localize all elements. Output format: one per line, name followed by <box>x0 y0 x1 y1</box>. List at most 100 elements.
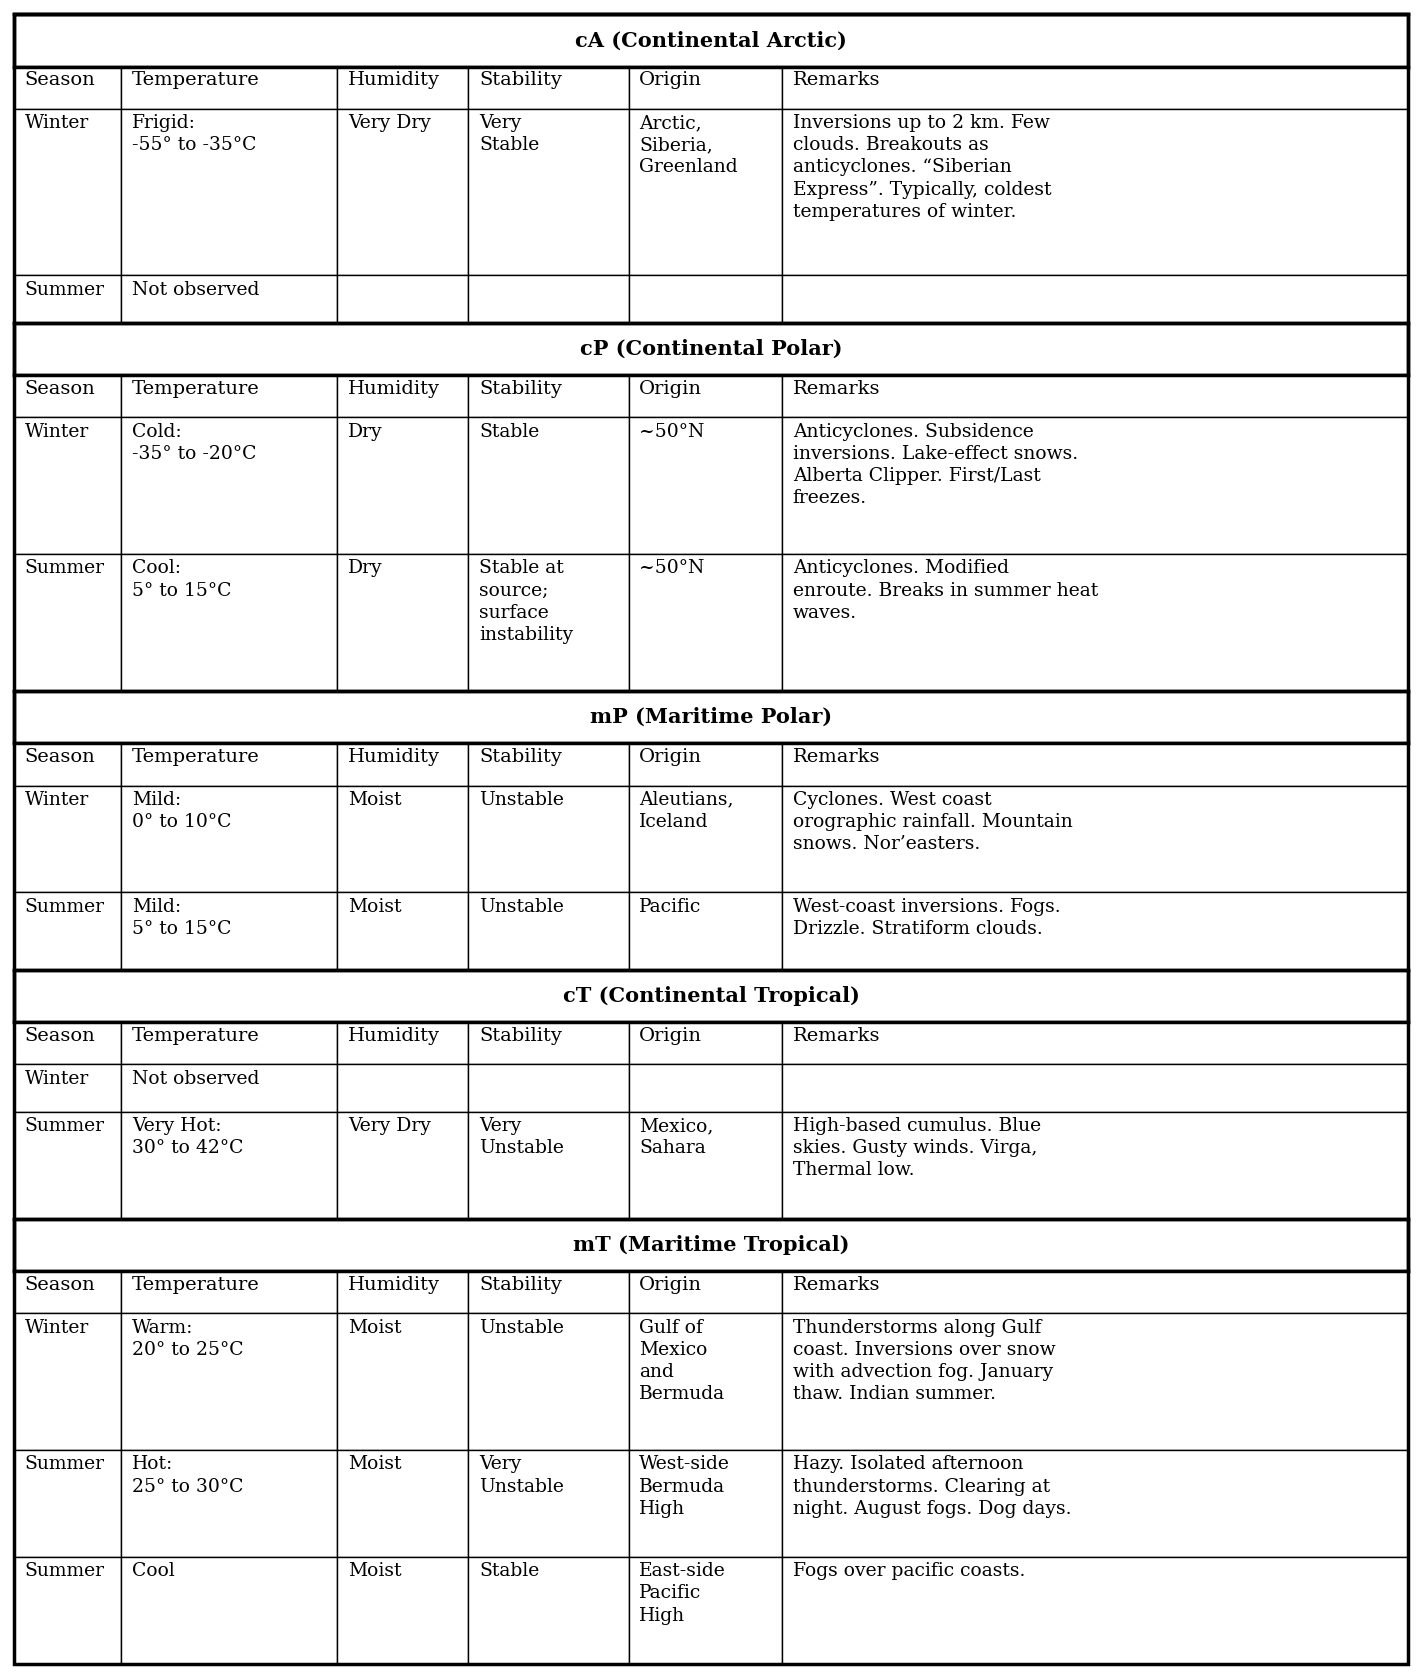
Bar <box>629 785 782 893</box>
Bar <box>468 1111 629 1218</box>
Bar <box>337 418 468 554</box>
Bar <box>337 1272 468 1314</box>
Bar <box>121 67 337 109</box>
Text: Very
Stable: Very Stable <box>479 114 539 154</box>
Bar <box>14 1022 121 1064</box>
Text: Aleutians,
Iceland: Aleutians, Iceland <box>640 790 734 831</box>
Text: Anticyclones. Subsidence
inversions. Lake-effect snows.
Alberta Clipper. First/L: Anticyclones. Subsidence inversions. Lak… <box>792 423 1078 507</box>
Bar <box>782 1557 1408 1665</box>
Bar <box>468 1450 629 1557</box>
Text: Origin: Origin <box>640 1275 702 1294</box>
Bar <box>337 785 468 893</box>
Bar <box>782 1022 1408 1064</box>
Bar <box>629 109 782 275</box>
Text: mT (Maritime Tropical): mT (Maritime Tropical) <box>573 1235 849 1255</box>
Bar <box>337 743 468 785</box>
Text: Stable: Stable <box>479 423 539 441</box>
Text: Mexico,
Sahara: Mexico, Sahara <box>640 1118 714 1158</box>
Text: Remarks: Remarks <box>792 748 880 765</box>
Bar <box>337 1314 468 1450</box>
Bar <box>468 1272 629 1314</box>
Bar <box>468 785 629 893</box>
Text: Winter: Winter <box>24 1069 88 1087</box>
Bar <box>629 1064 782 1111</box>
Bar <box>14 785 121 893</box>
Text: Very Dry: Very Dry <box>348 114 431 133</box>
Bar <box>468 554 629 691</box>
Bar <box>14 1064 121 1111</box>
Text: Temperature: Temperature <box>132 1275 260 1294</box>
Text: Pacific: Pacific <box>640 898 701 916</box>
Text: ~50°N: ~50°N <box>640 423 705 441</box>
Bar <box>121 554 337 691</box>
Text: High-based cumulus. Blue
skies. Gusty winds. Virga,
Thermal low.: High-based cumulus. Blue skies. Gusty wi… <box>792 1118 1041 1180</box>
Bar <box>14 893 121 970</box>
Bar <box>121 1022 337 1064</box>
Bar <box>629 1022 782 1064</box>
Bar <box>121 418 337 554</box>
Text: Cool:
5° to 15°C: Cool: 5° to 15°C <box>132 559 232 599</box>
Text: cA (Continental Arctic): cA (Continental Arctic) <box>574 30 848 50</box>
Bar <box>782 275 1408 322</box>
Text: Thunderstorms along Gulf
coast. Inversions over snow
with advection fog. January: Thunderstorms along Gulf coast. Inversio… <box>792 1319 1055 1403</box>
Bar <box>14 1272 121 1314</box>
Text: West-side
Bermuda
High: West-side Bermuda High <box>640 1455 729 1517</box>
Text: Very Dry: Very Dry <box>348 1118 431 1134</box>
Bar <box>468 1557 629 1665</box>
Bar <box>468 893 629 970</box>
Bar <box>629 1272 782 1314</box>
Text: Mild:
0° to 10°C: Mild: 0° to 10°C <box>132 790 232 831</box>
Text: Hot:
25° to 30°C: Hot: 25° to 30°C <box>132 1455 243 1495</box>
Bar <box>121 743 337 785</box>
Bar <box>14 109 121 275</box>
Text: Dry: Dry <box>348 423 383 441</box>
Text: Humidity: Humidity <box>348 748 439 765</box>
Bar <box>14 376 121 418</box>
Text: Summer: Summer <box>24 1118 105 1134</box>
Bar <box>782 1064 1408 1111</box>
Text: Moist: Moist <box>348 898 401 916</box>
Text: Winter: Winter <box>24 790 88 809</box>
Bar <box>629 1314 782 1450</box>
Bar <box>14 67 121 109</box>
Bar <box>121 1557 337 1665</box>
Text: Stability: Stability <box>479 1275 562 1294</box>
Text: Very
Unstable: Very Unstable <box>479 1118 565 1158</box>
Bar <box>14 554 121 691</box>
Text: Winter: Winter <box>24 1319 88 1337</box>
Text: ~50°N: ~50°N <box>640 559 705 577</box>
Text: Stability: Stability <box>479 1027 562 1045</box>
Text: Origin: Origin <box>640 70 702 89</box>
Text: mP (Maritime Polar): mP (Maritime Polar) <box>590 706 832 727</box>
Text: Inversions up to 2 km. Few
clouds. Breakouts as
anticyclones. “Siberian
Express”: Inversions up to 2 km. Few clouds. Break… <box>792 114 1051 221</box>
Bar <box>468 743 629 785</box>
Text: Stability: Stability <box>479 748 562 765</box>
Bar <box>121 275 337 322</box>
Bar <box>782 1272 1408 1314</box>
Text: Humidity: Humidity <box>348 379 439 398</box>
Text: Remarks: Remarks <box>792 379 880 398</box>
Text: Season: Season <box>24 70 95 89</box>
Text: cT (Continental Tropical): cT (Continental Tropical) <box>563 987 859 1005</box>
Bar <box>14 1218 1408 1272</box>
Bar <box>14 322 1408 376</box>
Text: Origin: Origin <box>640 748 702 765</box>
Text: Temperature: Temperature <box>132 1027 260 1045</box>
Text: Not observed: Not observed <box>132 1069 259 1087</box>
Text: Dry: Dry <box>348 559 383 577</box>
Bar <box>629 1450 782 1557</box>
Bar <box>14 275 121 322</box>
Text: Origin: Origin <box>640 379 702 398</box>
Bar <box>782 785 1408 893</box>
Text: Humidity: Humidity <box>348 1275 439 1294</box>
Bar <box>14 970 1408 1022</box>
Text: Summer: Summer <box>24 1455 105 1473</box>
Bar <box>782 418 1408 554</box>
Bar <box>14 1557 121 1665</box>
Text: Winter: Winter <box>24 114 88 133</box>
Text: Season: Season <box>24 1275 95 1294</box>
Bar <box>782 1314 1408 1450</box>
Bar <box>629 418 782 554</box>
Bar <box>121 1064 337 1111</box>
Text: Season: Season <box>24 379 95 398</box>
